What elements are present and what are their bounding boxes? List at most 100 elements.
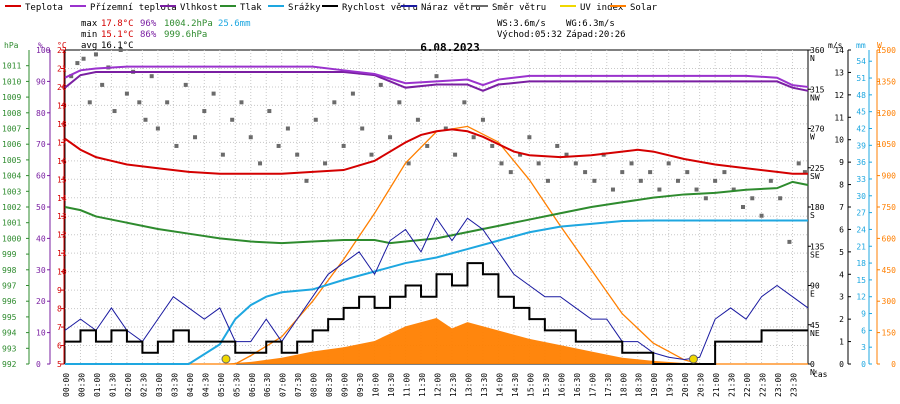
wind-dir-point [360,126,365,131]
wind-dir-point [545,178,550,183]
axis-tick-label-humidity: 0 [36,360,41,369]
sunrise: Východ:05:32 [497,30,562,40]
wind-dir-point [230,117,235,122]
axis-tick-label-solar: 1200 [877,109,896,118]
wind-dir-point [555,143,560,148]
axis-tick-label-pressure: 1004 [2,172,21,181]
axis-tick-label-wind_speed: 3 [839,293,844,302]
x-tick-label: 20:30 [697,373,706,397]
axis-tick-label-rain: 27 [856,209,866,218]
x-tick-label: 12:30 [449,373,458,397]
wind-dir-point [202,109,207,114]
axis-tick-label-temperature: 6 [57,342,62,351]
axis-tick-label-solar: 750 [882,203,897,212]
axis-tick-label-temperature: 8 [57,305,62,314]
axis-tick-label-humidity: 100 [36,46,51,55]
legend-label-7: Směr větru [492,3,546,13]
axis-tick-label-wind_speed: 10 [834,136,844,145]
wind-dir-point [592,178,597,183]
axis-tick-label-rain: 24 [856,225,866,234]
stats-avg-temp: 16.1°C [101,41,134,51]
wind-dir-point [415,117,420,122]
wind-dir-point [258,161,263,166]
x-tick-label: 10:30 [387,373,396,397]
legend-label-1: Přízemní teplota [90,3,177,13]
stats-max-rain: 25.6mm [218,19,251,29]
axis-tick-label-humidity: 90 [36,77,46,86]
series-rychlost-větru [65,262,808,365]
wind-dir-point [508,170,513,175]
wind-dir-point [350,91,355,96]
legend-label-0: Teplota [25,3,63,13]
x-tick-label: 17:30 [604,373,613,397]
axis-tick-label-pressure: 1007 [2,125,21,134]
axis-title-wind: m/s [828,41,843,50]
wind-dir-point [462,100,467,105]
axis-tick-label-temperature: 5 [57,360,62,369]
axis-tick-label-rain: 36 [856,158,866,167]
wind-dir-point [722,170,727,175]
axis-tick-label-temperature: 12 [57,231,67,240]
axis-tick-label-rain: 18 [856,259,866,268]
axis-tick-label-humidity: 30 [36,266,46,275]
x-tick-label: 12:00 [434,373,443,397]
axis-tick-label-temperature: 22 [57,46,67,55]
series-solar [65,125,808,365]
axis-tick-label-rain: 6 [861,326,866,335]
axis-tick-label-rain: 21 [856,242,866,251]
axis-tick-label-solar: 0 [891,360,896,369]
wind-dir-point [740,205,745,209]
axis-tick-label-wind_speed: 7 [839,203,844,212]
wind-dir-point [276,143,281,148]
axis-tick-label-rain: 12 [856,293,866,302]
wind-dir-point [174,143,179,148]
wind-dir-point [629,161,634,166]
wind-dir-point [759,213,764,218]
wind-dir-point [657,187,662,192]
axis-tick-label-wind_speed: 12 [834,91,844,100]
axis-tick-label-wind_dir: E [810,290,815,299]
axis-tick-label-temperature: 19 [57,101,67,110]
wind-dir-point [397,100,402,105]
wind-dir-point [638,178,643,183]
axis-tick-label-pressure: 996 [2,297,17,306]
axis-tick-label-wind_speed: 9 [839,158,844,167]
wind-dir-point [285,126,290,131]
x-tick-label: 15:30 [542,373,551,397]
x-tick-label: 16:30 [573,373,582,397]
x-tick-label: 10:00 [372,373,381,397]
wind-dir-point [731,187,736,192]
axis-tick-label-temperature: 16 [57,157,67,166]
wind-dir-point [81,56,86,61]
wind-dir-point [369,152,374,157]
x-tick-label: 11:00 [403,373,412,397]
stats-max-label: max [81,19,98,29]
wind-ws: WS:3.6m/s [497,19,546,29]
axis-tick-label-humidity: 70 [36,140,46,149]
axis-tick-label-pressure: 995 [2,313,17,322]
legend-label-2: Vlhkost [180,3,218,13]
axis-tick-label-wind_speed: 1 [839,338,844,347]
axis-tick-label-wind_speed: 4 [839,270,844,279]
x-tick-label: 21:00 [712,373,721,397]
x-axis-ticks: 00:00 00:30 01:00 01:30 02:00 02:30 03:00 03:30… [62,373,799,397]
axis-title-time: čas [813,369,828,379]
wind-dir-point [527,135,532,140]
axis-tick-label-wind_dir: SE [810,250,820,259]
chart-title: 6.08.2023 [420,41,480,54]
axis-tick-label-humidity: 60 [36,172,46,181]
wind-dir-point [768,178,773,183]
axis-title-rain: mm [856,41,866,50]
axis-titles: hPa % °C m/s mm W čas [4,41,882,379]
axis-tick-label-wind_speed: 5 [839,248,844,257]
wind-dir-point [453,152,458,157]
legend-label-6: Náraz větru [421,3,481,13]
stats-block: max 17.8°C 96% 1004.2hPa 25.6mm min 15.1… [81,19,251,51]
axis-tick-label-rain: 30 [856,192,866,201]
axis-tick-label-temperature: 10 [57,268,67,277]
axis-tick-label-humidity: 50 [36,203,46,212]
x-tick-label: 17:00 [588,373,597,397]
axis-tick-label-temperature: 21 [57,64,67,73]
wind-dir-point [778,196,783,201]
